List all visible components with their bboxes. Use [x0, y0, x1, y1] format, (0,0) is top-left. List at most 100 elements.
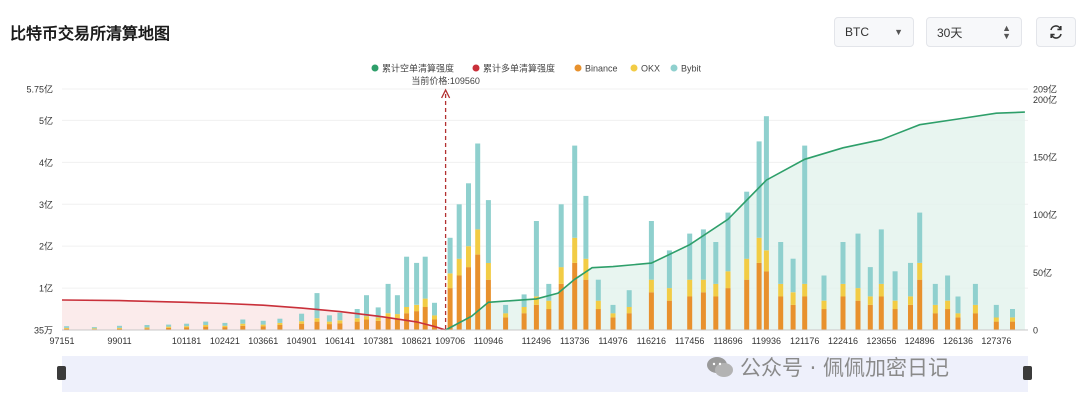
bar-bybit — [955, 296, 961, 314]
bar-okx — [385, 313, 391, 318]
coin-select-value: BTC — [845, 25, 869, 39]
x-tick-label: 99011 — [107, 336, 131, 346]
bar-bybit — [432, 302, 437, 316]
legend-item[interactable]: 累计空单清算强度 — [371, 63, 455, 74]
x-tick-label: 126136 — [943, 336, 973, 346]
bar-binance — [144, 328, 150, 330]
bar-okx — [414, 304, 420, 312]
bar-bybit — [583, 195, 589, 259]
bar-binance — [558, 283, 564, 330]
bar-binance — [756, 262, 762, 330]
bar-bybit — [917, 212, 923, 263]
bar-binance — [354, 321, 360, 330]
bar-bybit — [314, 293, 320, 319]
bar-bybit — [821, 275, 827, 301]
bar-okx — [475, 229, 481, 255]
bar-bybit — [277, 318, 283, 323]
bar-binance — [878, 296, 884, 330]
chart-legend[interactable]: 累计空单清算强度 累计多单清算强度 Binance OKX Bybit — [371, 63, 702, 74]
bar-okx — [466, 246, 471, 268]
bar-binance — [892, 309, 898, 330]
refresh-button[interactable] — [1036, 17, 1076, 47]
bar-binance — [414, 311, 420, 330]
bar-binance — [456, 275, 462, 330]
legend-item[interactable]: Bybit — [670, 64, 702, 74]
bar-binance — [503, 317, 509, 330]
legend-item[interactable]: OKX — [630, 64, 661, 74]
bar-okx — [521, 306, 527, 314]
bar-binance — [299, 323, 305, 330]
bar-bybit — [558, 204, 564, 268]
short-cumulative-line — [445, 111, 1025, 331]
bar-okx — [558, 267, 564, 284]
zoom-handle-left[interactable] — [57, 366, 66, 380]
bar-binance — [447, 288, 453, 330]
caret-down-icon: ▼ — [894, 27, 903, 37]
bar-okx — [955, 313, 961, 318]
bar-bybit — [840, 242, 846, 284]
y-right-tick-label: 200亿 — [1033, 94, 1057, 105]
bar-bybit — [908, 262, 913, 297]
bar-okx — [626, 306, 632, 314]
bar-binance — [908, 304, 913, 330]
period-select[interactable]: 30天 ▲ ▼ — [926, 17, 1022, 47]
bar-okx — [945, 300, 951, 310]
x-tick-label: 106141 — [325, 336, 355, 346]
arrow-up-icon — [441, 88, 451, 99]
y-left-tick-label: 5.75亿 — [26, 84, 53, 95]
bar-bybit — [260, 320, 266, 325]
bar-okx — [713, 283, 719, 297]
bar-binance — [972, 313, 978, 330]
bar-binance — [466, 267, 471, 330]
bar-bybit — [595, 279, 601, 301]
x-tick-label: 117456 — [675, 336, 704, 346]
bar-okx — [878, 283, 884, 297]
legend-label: Binance — [585, 64, 618, 74]
period-select-value: 30天 — [937, 25, 963, 40]
coin-select[interactable]: BTC ▼ — [834, 17, 914, 47]
bar-okx — [756, 237, 762, 263]
bar-binance — [533, 304, 539, 330]
bar-binance — [260, 326, 266, 330]
x-tick-label: 108621 — [402, 336, 432, 346]
zoom-slider[interactable] — [57, 356, 1032, 392]
bar-okx — [648, 279, 654, 293]
bar-binance — [326, 324, 332, 330]
bar-bybit — [700, 229, 706, 280]
bar-binance — [626, 313, 632, 330]
y-right-tick-label: 0 — [1033, 326, 1038, 336]
bar-binance — [64, 328, 70, 330]
bar-binance — [955, 317, 961, 330]
bar-okx — [993, 317, 999, 322]
bar-binance — [1010, 321, 1015, 330]
bar-bybit — [790, 258, 796, 293]
bar-binance — [475, 254, 481, 330]
bar-binance — [572, 262, 578, 330]
zoom-handle-right[interactable] — [1023, 366, 1032, 380]
bar-okx — [314, 318, 320, 322]
bar-bybit — [394, 295, 400, 315]
bar-bybit — [1010, 309, 1015, 318]
y-axis-left: 35万 1亿 2亿 3亿 4亿 5亿 5.75亿 — [26, 84, 53, 336]
bar-okx — [855, 288, 861, 301]
bar-okx — [700, 279, 706, 293]
bar-binance — [778, 296, 784, 330]
bar-okx — [166, 326, 172, 328]
legend-item[interactable]: 累计多单清算强度 — [472, 63, 556, 74]
bar-okx — [277, 322, 283, 325]
legend-item[interactable]: Binance — [574, 64, 618, 74]
bar-bybit — [364, 295, 369, 317]
bar-okx — [583, 258, 589, 280]
short-cumulative-area — [445, 112, 1025, 330]
bar-okx — [456, 258, 462, 276]
bar-bybit — [945, 275, 951, 301]
zoom-track[interactable] — [62, 356, 1028, 392]
bar-okx — [447, 273, 453, 289]
bar-bybit — [610, 304, 616, 314]
legend-swatch — [574, 64, 582, 72]
x-tick-label: 124896 — [905, 336, 935, 346]
bar-okx — [144, 327, 150, 329]
bar-bybit — [456, 204, 462, 259]
updown-caret-icon: ▲ ▼ — [1002, 23, 1011, 41]
